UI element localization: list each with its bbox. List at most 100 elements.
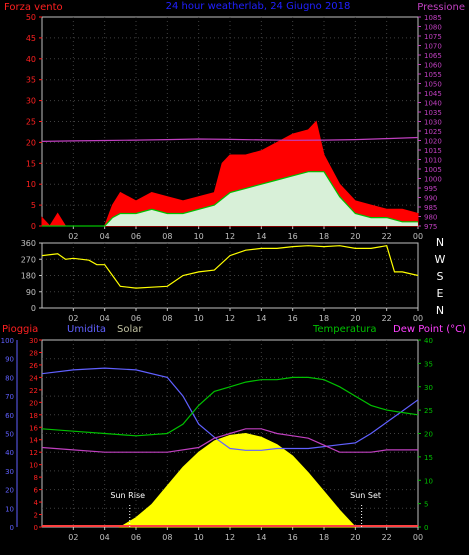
direction-y-tick-label: 0	[31, 304, 36, 313]
wind-y-tick-label: 20	[26, 138, 36, 147]
climate-panel-x-tick-label: 00	[413, 533, 423, 542]
direction-panel-x-tick-label: 22	[382, 314, 392, 323]
direction-y-tick-label: 270	[21, 255, 36, 264]
direction-compass-label: E	[437, 287, 444, 300]
direction-panel-x-tick-label: 10	[194, 314, 204, 323]
solar-area	[118, 432, 357, 528]
climate-panel-x-tick-label: 20	[350, 533, 360, 542]
direction-compass-label: W	[435, 253, 446, 266]
humidity-y-tick-label: 70	[5, 393, 14, 401]
rain-y-tick-label: 18	[29, 412, 38, 420]
rain-y-tick-label: 30	[29, 337, 38, 345]
pressure-y-tick-label: 980	[424, 214, 437, 222]
wind-panel-x-tick-label: 08	[162, 232, 172, 241]
pressure-y-tick-label: 1035	[424, 109, 442, 117]
climate-panel-x-tick-label: 12	[225, 533, 235, 542]
humidity-line	[41, 367, 419, 451]
direction-panel-x-tick-label: 20	[350, 314, 360, 323]
humidity-y-tick-label: 40	[5, 449, 14, 457]
pressure-y-tick-label: 975	[424, 223, 437, 231]
wind-y-tick-label: 35	[26, 76, 36, 85]
direction-compass-label: S	[437, 270, 444, 283]
legend-pioggia: Pioggia	[2, 324, 38, 335]
rain-y-tick-label: 4	[34, 499, 39, 507]
direction-panel-x-tick-label: 18	[319, 314, 329, 323]
rain-y-tick-label: 10	[29, 462, 38, 470]
wind-average-line	[42, 171, 418, 227]
pressure-y-tick-label: 1050	[424, 81, 442, 89]
pressure-y-tick-label: 1020	[424, 138, 442, 146]
wind-panel-x-tick-label: 04	[100, 232, 110, 241]
wind-y-tick-label: 50	[26, 13, 36, 22]
climate-panel-x-tick-label: 10	[194, 533, 204, 542]
rain-y-tick-label: 14	[29, 437, 38, 445]
direction-panel-x-tick-label: 06	[131, 314, 141, 323]
pressure-y-tick-label: 995	[424, 185, 437, 193]
wind-panel-x-tick-label: 10	[194, 232, 204, 241]
temperature-line	[41, 376, 419, 437]
temperature-y-tick-label: 25	[424, 407, 433, 415]
climate-panel-x-tick-label: 14	[256, 533, 266, 542]
wind-y-tick-label: 0	[31, 222, 36, 231]
rain-y-tick-label: 22	[29, 387, 38, 395]
pressure-y-tick-label: 1005	[424, 166, 442, 174]
humidity-y-tick-label: 80	[5, 374, 14, 382]
direction-panel-x-tick-label: 14	[256, 314, 266, 323]
direction-line	[41, 245, 419, 289]
pressure-y-tick-label: 985	[424, 204, 437, 212]
humidity-y-tick-label: 30	[5, 468, 14, 476]
temperature-y-tick-label: 5	[424, 501, 428, 509]
pressure-y-tick-label: 1065	[424, 52, 442, 60]
climate-panel-x-tick-label: 08	[162, 533, 172, 542]
pressure-line	[41, 136, 419, 142]
rain-y-tick-label: 28	[29, 349, 38, 357]
temperature-y-tick-label: 0	[424, 524, 428, 532]
climate-panel-x-tick-label: 22	[382, 533, 392, 542]
legend-umidita: Umidita	[67, 324, 106, 335]
pressure-y-tick-label: 1040	[424, 100, 442, 108]
temperature-y-tick-label: 40	[424, 337, 433, 345]
legend-solar: Solar	[117, 324, 143, 335]
chart-title: 24 hour weatherlab, 24 Giugno 2018	[166, 1, 351, 12]
direction-y-tick-label: 90	[26, 288, 36, 297]
wind-y-tick-label: 15	[26, 159, 36, 168]
wind-panel-x-tick-label: 14	[256, 232, 266, 241]
humidity-y-tick-label: 0	[10, 524, 14, 532]
legend-temperatura: Temperatura	[312, 324, 377, 335]
direction-y-tick-label: 180	[21, 272, 36, 281]
dewpoint-line	[41, 428, 418, 453]
climate-panel-x-tick-label: 18	[319, 533, 329, 542]
rain-y-tick-label: 16	[29, 424, 38, 432]
humidity-y-tick-label: 60	[5, 412, 14, 420]
direction-panel-x-tick-label: 08	[162, 314, 172, 323]
temperature-y-tick-label: 10	[424, 477, 433, 485]
climate-panel-x-tick-label: 04	[100, 533, 110, 542]
rain-y-tick-label: 24	[29, 374, 38, 382]
pressure-y-tick-label: 1055	[424, 71, 442, 79]
direction-panel-x-tick-label: 12	[225, 314, 235, 323]
sunrise-label: Sun Rise	[110, 491, 145, 500]
humidity-y-tick-label: 90	[5, 356, 14, 364]
direction-y-tick-label: 360	[21, 239, 36, 248]
temperature-y-tick-label: 20	[424, 431, 433, 439]
wind-panel-x-tick-label: 16	[288, 232, 298, 241]
temperature-y-tick-label: 35	[424, 360, 433, 368]
wind-panel-x-tick-label: 22	[382, 232, 392, 241]
pressure-y-tick-label: 1000	[424, 176, 442, 184]
rain-y-tick-label: 20	[29, 399, 38, 407]
wind-y-tick-label: 5	[31, 201, 36, 210]
wind-y-tick-label: 10	[26, 180, 36, 189]
rain-y-tick-label: 6	[34, 487, 39, 495]
wind-y-tick-label: 30	[26, 97, 36, 106]
pressure-axis-label: Pressione	[417, 2, 465, 13]
temperature-y-tick-label: 30	[424, 384, 433, 392]
wind-panel-x-tick-label: 18	[319, 232, 329, 241]
wind-panel-x-tick-label: 02	[68, 232, 78, 241]
pressure-y-tick-label: 1045	[424, 90, 442, 98]
direction-compass-label: N	[436, 304, 444, 317]
rain-y-tick-label: 26	[29, 362, 38, 370]
direction-compass-label: N	[436, 236, 444, 249]
legend-dew-point-c: Dew Point (°C)	[393, 324, 466, 335]
climate-panel-x-tick-label: 02	[68, 533, 78, 542]
